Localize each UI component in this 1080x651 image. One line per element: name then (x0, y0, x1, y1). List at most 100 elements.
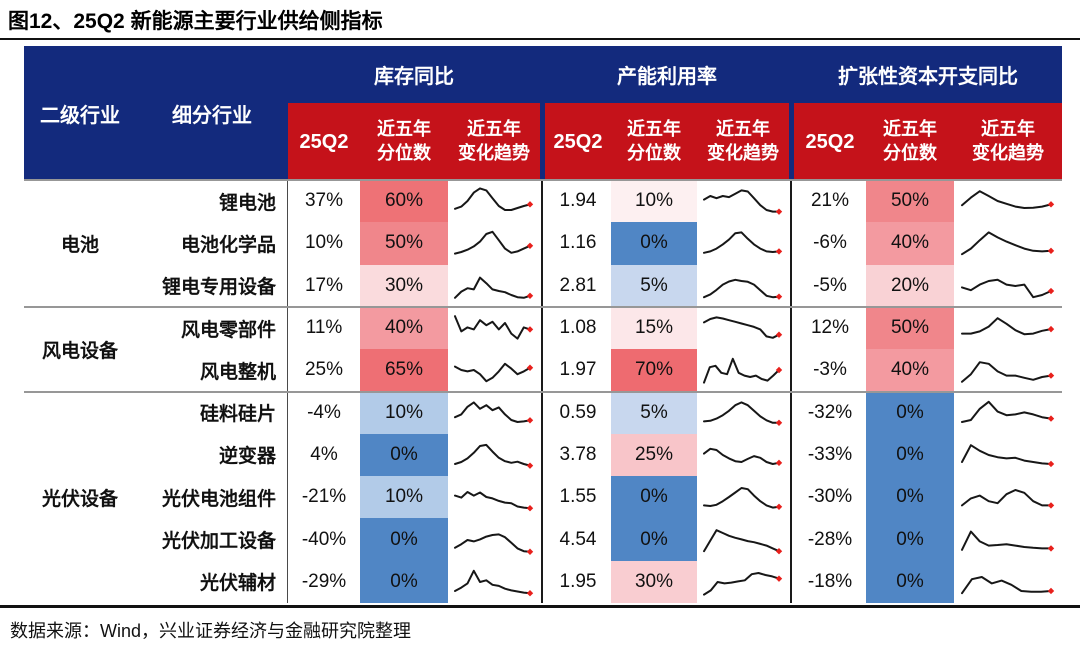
top-rule (0, 38, 1080, 40)
capacity-value-cell: 1.16 (559, 232, 597, 254)
capacity-trend-cell (697, 349, 789, 391)
inventory-trend-cell (448, 180, 540, 222)
latest-point-marker (1047, 201, 1055, 208)
latest-point-marker (526, 416, 534, 424)
latest-point-marker (526, 292, 534, 299)
capex-value-cell: 21% (810, 190, 850, 212)
inventory-trend-cell (448, 561, 540, 603)
inventory-value-cell: 4% (310, 443, 338, 465)
capex-trend-cell (954, 222, 1062, 264)
trend-sparkline (454, 276, 534, 299)
capacity-trend-cell (697, 434, 789, 476)
capex-percentile-cell: 0% (866, 476, 954, 519)
inventory-percentile-cell: 30% (360, 264, 448, 307)
latest-point-marker (775, 459, 783, 466)
capacity-percentile-cell: 15% (611, 306, 697, 350)
latest-point-marker (526, 548, 534, 555)
trend-sparkline (703, 447, 783, 466)
latest-point-marker (775, 367, 783, 374)
segment-cell: 硅料硅片 (199, 404, 276, 426)
inventory-percentile-cell: 10% (360, 391, 448, 434)
trend-sparkline (454, 363, 534, 383)
table-header: 二级行业 细分行业 库存同比 产能利用率 扩张性资本开支同比 25Q2 近五年 … (24, 46, 1062, 180)
subheader-trend: 近五年 变化趋势 (448, 103, 540, 180)
trend-sparkline (961, 575, 1055, 595)
latest-point-marker (775, 208, 783, 215)
latest-point-marker (1047, 372, 1055, 380)
capex-percentile-cell: 50% (866, 180, 954, 223)
inventory-trend-cell (448, 518, 540, 560)
capacity-percentile-cell: 30% (611, 560, 697, 603)
capacity-percentile-cell: 25% (611, 433, 697, 477)
capex-percentile-cell: 0% (866, 433, 954, 477)
capex-percentile-cell: 0% (866, 560, 954, 603)
capacity-value-cell: 4.54 (559, 528, 597, 550)
trend-sparkline (703, 316, 783, 339)
capex-trend-cell (954, 476, 1062, 518)
latest-point-marker (526, 243, 534, 250)
data-source-note: 数据来源：Wind，兴业证券经济与金融研究院整理 (10, 621, 412, 641)
segment-cell: 光伏加工设备 (161, 531, 276, 553)
industry-cell: 电池 (60, 234, 99, 256)
trend-sparkline (454, 231, 534, 256)
capacity-value-cell: 1.95 (559, 570, 597, 592)
inventory-value-cell: 10% (304, 232, 344, 254)
trend-sparkline (961, 361, 1055, 384)
latest-point-marker (775, 503, 783, 511)
trend-sparkline (961, 444, 1055, 468)
capacity-trend-cell (697, 265, 789, 307)
header-segment: 细分行业 (172, 104, 252, 127)
inventory-trend-cell (448, 434, 540, 476)
inventory-trend-cell (448, 222, 540, 264)
capex-trend-cell (954, 518, 1062, 560)
capex-percentile-cell: 50% (866, 306, 954, 350)
capacity-trend-cell (697, 307, 789, 349)
capacity-value-cell: 1.08 (559, 317, 597, 339)
separator-line (24, 179, 1062, 181)
subheader-percentile: 近五年 分位数 (360, 103, 448, 180)
trend-sparkline (703, 487, 783, 511)
segment-cell: 锂电专用设备 (161, 277, 276, 299)
capacity-percentile-cell: 5% (611, 391, 697, 434)
trend-sparkline (454, 491, 534, 512)
header-group-capacity: 产能利用率 (617, 66, 717, 88)
inventory-trend-cell (448, 391, 540, 433)
figure-title: 图12、25Q2 新能源主要行业供给侧指标 (8, 10, 383, 33)
latest-point-marker (775, 419, 783, 426)
capacity-percentile-cell: 0% (611, 222, 697, 265)
trend-sparkline (703, 189, 783, 215)
latest-point-marker (526, 589, 534, 597)
latest-point-marker (526, 364, 534, 372)
subheader-percentile: 近五年 分位数 (611, 103, 697, 180)
segment-cell: 逆变器 (218, 446, 276, 468)
capex-trend-cell (954, 349, 1062, 391)
segment-cell: 电池化学品 (180, 234, 276, 256)
inventory-percentile-cell: 40% (360, 306, 448, 350)
trend-sparkline (454, 443, 534, 469)
trend-sparkline (961, 317, 1055, 336)
subheader-q: 25Q2 (288, 103, 360, 180)
trend-sparkline (961, 278, 1055, 298)
capex-percentile-cell: 0% (866, 518, 954, 561)
latest-point-marker (1047, 325, 1055, 333)
capex-trend-cell (954, 561, 1062, 603)
latest-point-marker (1047, 415, 1055, 422)
inventory-percentile-cell: 0% (360, 433, 448, 477)
capex-value-cell: -3% (813, 359, 847, 381)
segment-cell: 风电零部件 (180, 319, 276, 341)
capacity-percentile-cell: 0% (611, 476, 697, 519)
trend-sparkline (703, 231, 783, 256)
segment-cell: 锂电池 (218, 192, 276, 214)
segment-cell: 光伏辅材 (199, 573, 276, 595)
inventory-trend-cell (448, 307, 540, 349)
subheader-trend: 近五年 变化趋势 (697, 103, 789, 180)
capex-percentile-cell: 20% (866, 264, 954, 307)
latest-point-marker (1047, 248, 1055, 255)
inventory-percentile-cell: 65% (360, 349, 448, 392)
trend-sparkline (454, 187, 534, 212)
capex-value-cell: -6% (813, 232, 847, 254)
trend-sparkline (961, 400, 1055, 423)
segment-cell: 光伏电池组件 (161, 488, 276, 510)
latest-point-marker (1047, 460, 1055, 468)
